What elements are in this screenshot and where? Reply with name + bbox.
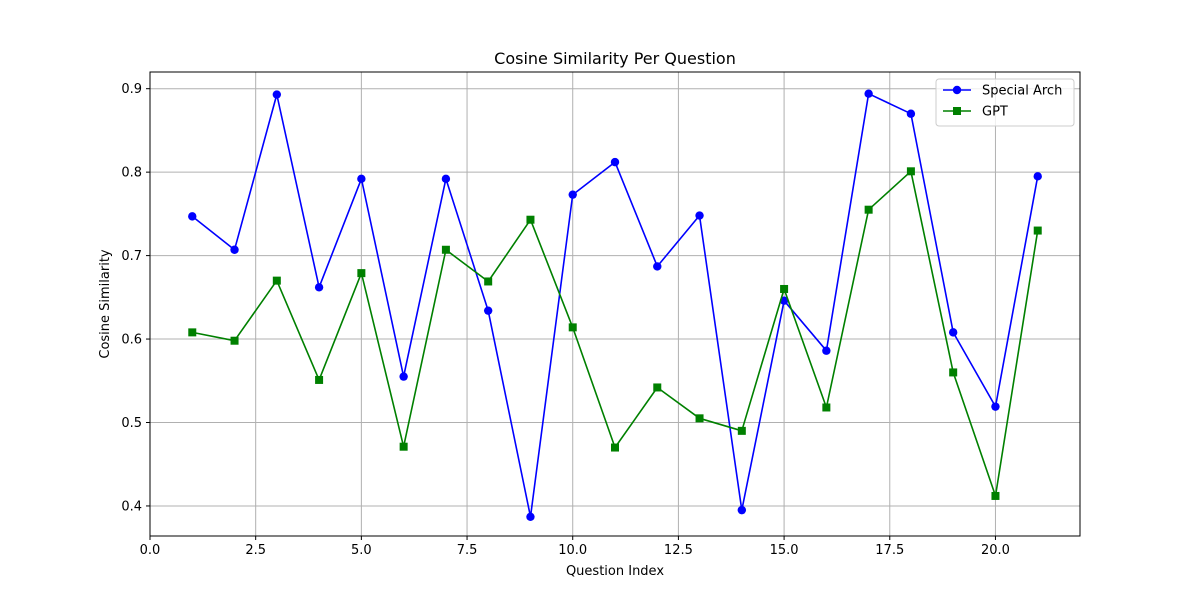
y-tick-label: 0.5 xyxy=(121,416,142,431)
data-point xyxy=(399,442,408,451)
legend-marker xyxy=(952,85,962,95)
data-point xyxy=(526,512,535,522)
legend-item: GPT xyxy=(943,105,1008,120)
series-special-arch xyxy=(188,89,1042,522)
y-tick-label: 0.8 xyxy=(121,166,142,181)
series-line xyxy=(191,92,1039,518)
data-point xyxy=(484,277,493,286)
y-tick-label: 0.4 xyxy=(121,499,142,514)
legend: Special Arch GPT xyxy=(935,78,1075,127)
data-point xyxy=(864,205,873,214)
data-point xyxy=(272,90,282,99)
data-point xyxy=(399,372,408,381)
x-tick-label: 0.0 xyxy=(140,543,161,558)
data-point xyxy=(653,262,662,271)
data-point xyxy=(991,402,1000,411)
chart-title: Cosine Similarity Per Question xyxy=(494,49,736,68)
data-point xyxy=(737,426,746,435)
data-point xyxy=(1033,226,1042,235)
legend-marker xyxy=(953,107,961,115)
data-point xyxy=(695,414,704,423)
legend-label: Special Arch xyxy=(982,84,1062,99)
data-point xyxy=(230,336,239,345)
data-point xyxy=(314,283,324,292)
data-point xyxy=(864,89,873,98)
y-tick-label: 0.9 xyxy=(121,82,142,97)
series-gpt xyxy=(188,167,1042,500)
data-point xyxy=(906,109,916,118)
y-axis: 0.4 0.5 0.6 0.7 0.8 0.9 xyxy=(121,82,150,514)
y-axis-label: Cosine Similarity xyxy=(98,249,113,359)
data-point xyxy=(568,323,577,332)
data-point xyxy=(1033,172,1042,181)
data-point xyxy=(949,368,958,377)
data-point xyxy=(441,245,450,254)
x-tick-label: 2.5 xyxy=(245,543,266,558)
data-point xyxy=(737,505,747,515)
data-point xyxy=(272,276,281,285)
data-point xyxy=(568,190,577,199)
data-point xyxy=(991,491,1000,500)
data-point xyxy=(822,403,831,412)
x-axis-label: Question Index xyxy=(566,564,664,579)
y-tick-label: 0.7 xyxy=(121,249,142,264)
data-point xyxy=(188,328,197,337)
x-tick-label: 5.0 xyxy=(351,543,372,558)
x-tick-label: 7.5 xyxy=(457,543,478,558)
data-point xyxy=(188,212,197,221)
grid xyxy=(149,72,1080,536)
data-point xyxy=(695,211,704,220)
data-point xyxy=(357,269,366,278)
data-point xyxy=(906,167,915,176)
x-tick-label: 12.5 xyxy=(664,543,693,558)
data-point xyxy=(780,284,789,293)
data-point xyxy=(948,328,958,337)
data-point xyxy=(230,245,239,254)
legend-label: GPT xyxy=(982,105,1008,120)
data-point xyxy=(653,383,662,392)
data-point xyxy=(611,443,619,452)
x-tick-label: 15.0 xyxy=(770,543,799,558)
data-point xyxy=(526,215,535,224)
data-point xyxy=(441,174,451,184)
x-tick-label: 20.0 xyxy=(981,543,1010,558)
legend-item: Special Arch xyxy=(943,84,1062,99)
x-tick-label: 17.5 xyxy=(875,543,904,558)
y-tick-label: 0.6 xyxy=(121,333,142,348)
series-layer xyxy=(188,89,1042,522)
data-point xyxy=(315,375,324,384)
data-point xyxy=(822,346,831,355)
data-point xyxy=(357,174,366,184)
x-axis: 0.0 2.5 5.0 7.5 10.0 12.5 15.0 17.5 20.0 xyxy=(140,536,1010,558)
x-tick-label: 10.0 xyxy=(558,543,587,558)
data-point xyxy=(483,306,493,315)
data-point xyxy=(610,157,620,167)
plot-frame xyxy=(149,71,1081,537)
